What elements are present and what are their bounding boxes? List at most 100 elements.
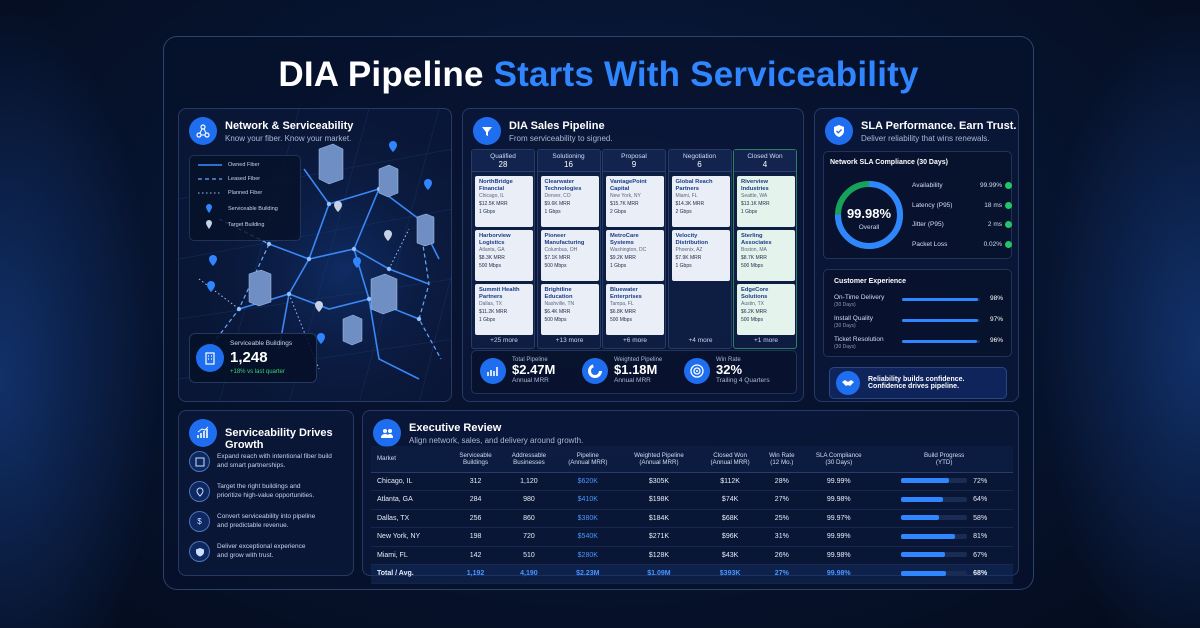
location-pin-icon (189, 481, 210, 502)
cell-won: $43K (698, 546, 762, 565)
banner-line-2: Confidence drives pipeline. (868, 383, 960, 390)
cell-sla: 99.98% (802, 490, 876, 510)
more-deals-link[interactable]: +13 more (555, 337, 584, 344)
cx-value: 97% (990, 316, 1004, 323)
column-name: Proposal (621, 153, 647, 160)
build-progress-bar (901, 570, 968, 576)
deal-mrr: $7.1K MRR (544, 255, 571, 262)
growth-header: Serviceability Drives Growth (189, 419, 353, 451)
deal-card[interactable]: Pioneer Manufacturing Columbus, OH $7.1K M… (540, 230, 599, 281)
shield-check-icon (825, 117, 853, 145)
metric-label: Availability (912, 182, 943, 190)
build-progress-bar (901, 478, 968, 484)
metric-value-wrap: 0.02% (984, 240, 1012, 248)
deal-card[interactable]: Bluewater Enterprises Tampa, FL $6.8K MRR 5… (606, 284, 664, 335)
table-row[interactable]: Atlanta, GA 284 980 $410K $198K $74K 27% 99.98%… (371, 490, 1013, 510)
deal-name: Clearwater Technologies (544, 179, 582, 192)
table-row[interactable]: Miami, FL 142 510 $280K $128K $43K 26% 99.98% 67… (371, 546, 1013, 565)
deal-bandwidth: 500 Mbps (610, 317, 632, 324)
deal-bandwidth: 2 Gbps (610, 209, 627, 216)
sla-box-title: Network SLA Compliance (30 Days) (830, 159, 948, 166)
check-icon (1005, 221, 1012, 228)
metric-value-wrap: 99.99% (980, 182, 1012, 189)
cell-biz: 980 (501, 490, 557, 510)
cell-sla: 99.98% (802, 546, 876, 565)
more-deals-link[interactable]: +1 more (753, 337, 779, 344)
deal-card[interactable]: EdgeCore Solutions Austin, TX $6.2K MRR 500… (737, 284, 795, 335)
sla-gauge (835, 181, 903, 249)
table-row[interactable]: Dallas, TX 256 860 $380K $184K $68K 25% 99.97% 5… (371, 509, 1013, 528)
deal-location: Dallas, TX (479, 301, 502, 308)
build-progress-bar (901, 533, 968, 539)
deal-bandwidth: 1 Gbps (544, 209, 561, 216)
page-title: DIA Pipeline Starts With Serviceability (278, 55, 919, 94)
pipeline-board: Qualified 28 NorthBridge Financial Chicago,… (471, 149, 797, 349)
deal-location: Denver, CO (544, 193, 571, 200)
pipeline-kpis: Total Pipeline $2.47M Annual MRR Weighted … (471, 350, 797, 394)
cell-wpipe: $184K (619, 509, 699, 528)
deal-card[interactable]: Sterling Associates Boston, MA $8.7K MRR 50… (737, 230, 795, 281)
column-header: Win Rate (12 Mo.) (761, 446, 803, 473)
deal-card[interactable]: Velocity Distribution Phoenix, AZ $7.9K MR… (671, 230, 730, 281)
cell-market: New York, NY (371, 527, 450, 547)
cell-wpipe: $305K (619, 472, 699, 491)
deal-bandwidth: 500 Mbps (479, 263, 501, 270)
sla-metric-row: Latency (P95) 18 ms (912, 201, 1012, 209)
deal-card[interactable]: Harborview Logistics Atlanta, GA $8.3K MRR… (475, 230, 533, 281)
deal-location: Boston, MA (741, 247, 767, 254)
deal-card[interactable]: Clearwater Technologies Denver, CO $9.6K M… (540, 176, 599, 227)
more-deals-link[interactable]: +6 more (622, 337, 648, 344)
target-icon (684, 357, 710, 384)
legend-target-building: Target Building (198, 220, 264, 230)
sla-metric-row: Jitter (P95) 2 ms (912, 221, 1012, 228)
deal-name: NorthBridge Financial (479, 179, 513, 192)
cell-biz: 1,120 (501, 472, 557, 491)
column-count: 28 (498, 160, 508, 169)
exec-subtitle: Align network, sales, and delivery aroun… (409, 436, 584, 445)
deal-mrr: $15.7K MRR (610, 201, 639, 208)
table-row[interactable]: New York, NY 198 720 $540K $271K $96K 31% 99.99… (371, 527, 1013, 547)
deal-card[interactable]: Riverview Industries Seattle, WA $13.1K MR… (737, 176, 795, 227)
map-icon (189, 451, 210, 472)
shield-icon (189, 541, 210, 562)
cell-sla: 99.98% (802, 564, 876, 584)
more-deals-link[interactable]: +25 more (490, 337, 518, 344)
metric-value: 99.99% (979, 182, 1002, 190)
check-icon (1005, 182, 1012, 189)
deal-card[interactable]: MetroCare Systems Washington, DC $9.2K MRR… (606, 230, 664, 281)
legend-leased-fiber: Leased Fiber (198, 176, 261, 182)
deal-name: MetroCare Systems (610, 233, 639, 246)
serviceable-buildings-label: Serviceable Buildings (230, 340, 293, 347)
executive-table: Market Serviceable Buildings Addressable Bus… (371, 446, 1013, 584)
deal-card[interactable]: Brightline Education Nashville, TN $6.4K M… (540, 284, 599, 335)
growth-item-experience: Deliver exceptional experience and grow w… (189, 541, 306, 562)
build-progress-bar (901, 515, 968, 521)
table-total-row[interactable]: Total / Avg. 1,192 4,190 $2.23M $1.09M $393K 2… (371, 564, 1013, 584)
deal-card[interactable]: Global Reach Partners Miami, FL $14.3K MRR… (671, 176, 730, 227)
deal-bandwidth: 1 Gbps (741, 209, 758, 216)
table-row[interactable]: Chicago, IL 312 1,120 $620K $305K $112K 28% 99.… (371, 472, 1013, 491)
deal-card[interactable]: NorthBridge Financial Chicago, IL $12.5K M… (475, 176, 533, 227)
handshake-icon (836, 371, 860, 395)
deal-card[interactable]: Summit Health Partners Dallas, TX $11.2K M… (475, 284, 533, 335)
deal-bandwidth: 500 Mbps (544, 317, 567, 324)
more-deals-link[interactable]: +4 more (688, 337, 713, 344)
customer-experience-box: Customer Experience On-Time Delivery (30 … (823, 269, 1012, 357)
deal-name: Harborview Logistics (479, 233, 511, 246)
deal-mrr: $14.3K MRR (675, 201, 705, 208)
serviceable-buildings-delta: +18% vs last quarter (230, 369, 285, 375)
cell-won: $74K (698, 490, 762, 510)
metric-label: Jitter (P95) (912, 221, 944, 229)
deal-name: Velocity Distribution (675, 233, 709, 246)
column-count: 4 (762, 160, 768, 169)
deal-card[interactable]: VantagePoint Capital New York, NY $15.7K M… (606, 176, 664, 227)
sla-compliance-box: Network SLA Compliance (30 Days) 99.98% … (823, 151, 1012, 259)
deal-name: Pioneer Manufacturing (544, 233, 585, 246)
cell-prog: 64% (875, 490, 1013, 510)
cell-bldg: 284 (449, 490, 502, 510)
deal-mrr: $6.8K MRR (610, 309, 636, 316)
metric-value-wrap: 18 ms (984, 201, 1012, 209)
deal-bandwidth: 500 Mbps (741, 263, 763, 270)
build-progress-bar (901, 496, 968, 502)
cx-bar (902, 340, 980, 343)
